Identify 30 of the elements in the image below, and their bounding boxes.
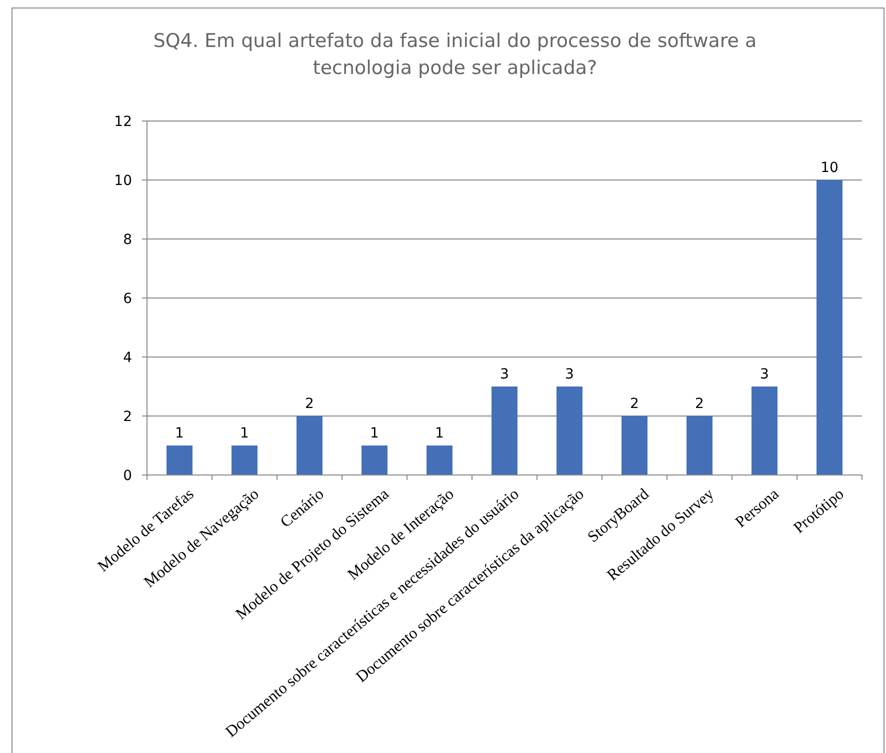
bar xyxy=(556,386,582,475)
y-tick-label: 12 xyxy=(114,114,132,130)
bar xyxy=(622,416,648,475)
bar xyxy=(686,416,712,475)
chart-title: SQ4. Em qual artefato da fase inicial do processo de software a tecnologia pode ser aplicada? xyxy=(153,30,757,79)
data-label: 3 xyxy=(565,366,574,382)
bar xyxy=(232,446,258,475)
y-tick-label: 10 xyxy=(114,172,132,189)
data-label: 1 xyxy=(435,426,444,442)
data-label: 1 xyxy=(175,426,184,442)
bar xyxy=(816,180,842,475)
y-tick-label: 8 xyxy=(123,232,132,248)
y-tick-label: 6 xyxy=(123,290,132,307)
data-label: 1 xyxy=(370,426,379,442)
bar xyxy=(426,446,452,475)
data-label: 3 xyxy=(500,366,509,382)
data-label: 1 xyxy=(240,426,249,442)
data-label: 2 xyxy=(695,396,704,412)
y-tick-label: 4 xyxy=(123,350,132,366)
data-label: 10 xyxy=(820,160,838,176)
data-label: 2 xyxy=(630,396,639,412)
bar xyxy=(166,446,192,475)
y-tick-label: 2 xyxy=(123,408,132,425)
bar xyxy=(362,446,388,475)
bar xyxy=(296,416,322,475)
y-tick-label: 0 xyxy=(123,468,132,484)
bar xyxy=(492,386,518,475)
data-label: 3 xyxy=(760,366,769,382)
data-label: 2 xyxy=(305,396,314,412)
bar xyxy=(752,386,778,475)
